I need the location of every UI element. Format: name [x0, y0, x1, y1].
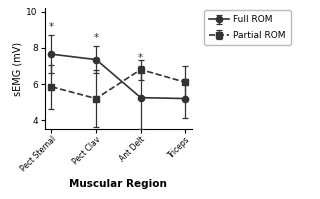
Text: *: *: [138, 53, 143, 63]
Text: *: *: [93, 33, 99, 43]
Legend: Full ROM, Partial ROM: Full ROM, Partial ROM: [204, 10, 291, 45]
Y-axis label: sEMG (mV): sEMG (mV): [12, 42, 22, 96]
Text: *: *: [49, 22, 54, 32]
X-axis label: Muscular Region: Muscular Region: [69, 179, 167, 189]
